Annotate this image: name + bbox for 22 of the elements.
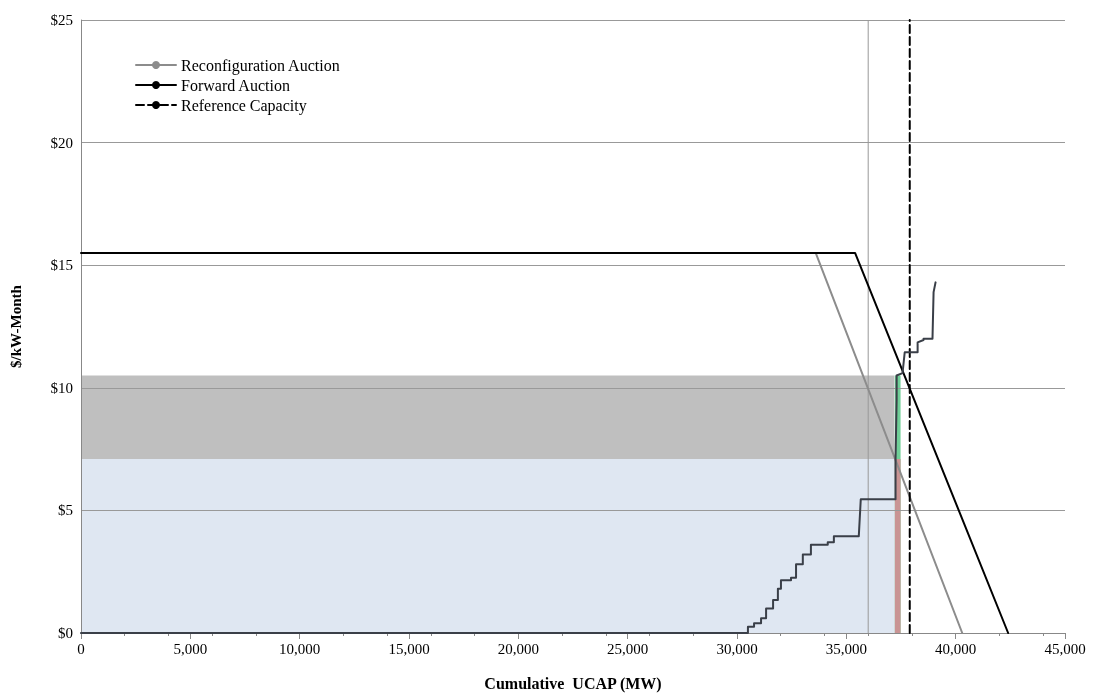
y-tick-label: $15 [50,257,73,274]
x-tick-label: 5,000 [173,640,208,657]
x-tick-label: 40,000 [935,640,977,657]
y-tick-label: $20 [50,134,73,151]
y-axis-title: $/kW-Month [7,284,24,368]
legend-label: Reference Capacity [181,96,307,115]
x-tick-label: 10,000 [279,640,321,657]
x-tick-label: 20,000 [497,640,539,657]
legend-label: Reconfiguration Auction [181,56,340,75]
y-tick-label: $10 [50,379,73,396]
y-tick-label: $25 [50,12,73,28]
x-tick-label: 15,000 [388,640,430,657]
x-tick-label: 0 [77,640,85,657]
x-tick-label: 45,000 [1044,640,1086,657]
x-tick-label: 25,000 [607,640,649,657]
legend-label: Forward Auction [181,76,290,94]
x-tick-label: 30,000 [716,640,758,657]
y-tick-label: $0 [58,625,73,641]
x-tick-label: 35,000 [825,640,867,657]
y-tick-label: $5 [58,502,73,519]
line-series [80,281,937,634]
x-axis-title: Cumulative UCAP (MW) [484,674,662,693]
